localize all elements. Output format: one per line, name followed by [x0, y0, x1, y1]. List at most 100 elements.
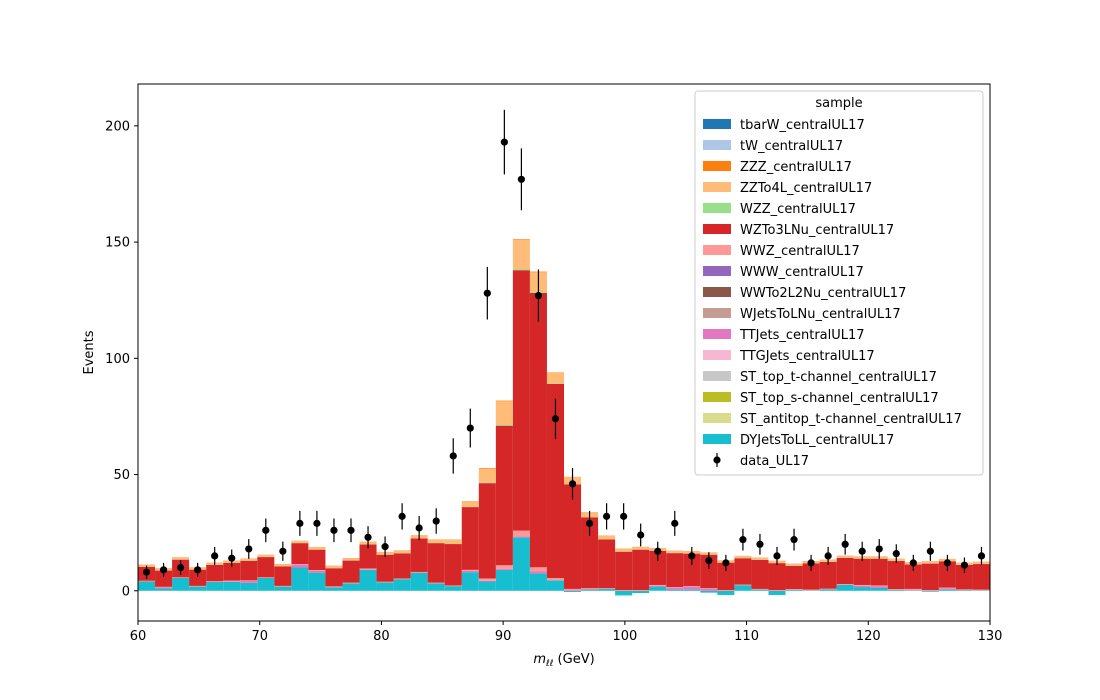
bar-WWZ_centralUL17-28 [615, 590, 633, 591]
bar-WZTo3LNu_centralUL17-3 [189, 569, 207, 586]
bar-WZTo3LNu_centralUL17-24 [546, 383, 564, 578]
bar-WWZ_centralUL17-24 [546, 577, 564, 581]
bar-WZTo3LNu_centralUL17-23 [529, 292, 547, 568]
bar-DYJetsToLL_centralUL17-16 [410, 572, 428, 591]
data-point-16 [415, 524, 423, 532]
bar-WWZ_centralUL17-43 [870, 585, 888, 587]
bar-WZZ_centralUL17-21 [495, 424, 513, 426]
y-axis-ticks: 0 50 100 150 200 [105, 119, 138, 599]
bar-WZTo3LNu_centralUL17-36 [751, 559, 769, 589]
legend-swatch-ST_top_t-channel_centralUL17 [703, 371, 731, 381]
legend-swatch-tW_centralUL17 [703, 140, 731, 150]
bar-WWZ_centralUL17-44 [887, 589, 905, 590]
data-point-48 [960, 561, 969, 569]
bar-TTJets_centralUL17-25 [564, 590, 582, 591]
bar-WZTo3LNu_centralUL17-46 [921, 563, 939, 591]
bar-TTJets_centralUL17-30 [649, 585, 667, 587]
legend-title: sample [815, 96, 862, 111]
bar-TTJets_centralUL17-47 [938, 588, 956, 590]
data-point-30 [654, 547, 662, 555]
bar-WZTo3LNu_centralUL17-12 [342, 560, 360, 583]
legend-label-WWZ_centralUL17: WWZ_centralUL17 [740, 244, 860, 259]
data-point-20 [483, 289, 491, 297]
bar-WWZ_centralUL17-29 [632, 590, 650, 591]
histogram-bars [138, 239, 990, 596]
bar-ZZTo4L_centralUL17-18 [444, 539, 462, 544]
bar-DYJetsToLL_centralUL17-0 [138, 581, 156, 591]
bar-DYJetsToLL_centralUL17-24 [546, 580, 564, 591]
data-point-22 [517, 175, 526, 183]
data-point-3 [194, 566, 202, 574]
bar-WZTo3LNu_centralUL17-42 [853, 558, 871, 585]
data-point-31 [671, 519, 679, 527]
legend-label-WWW_centralUL17: WWW_centralUL17 [740, 265, 864, 280]
bar-WZTo3LNu_centralUL17-30 [649, 550, 667, 585]
bar-WWZ_centralUL17-4 [206, 581, 224, 582]
data-point-0 [142, 568, 151, 576]
bar-ZZTo4L_centralUL17-29 [632, 547, 650, 550]
bar-WWZ_centralUL17-18 [444, 585, 462, 587]
x-axis-label-sub: ℓℓ [545, 659, 553, 669]
bar-ZZTo4L_centralUL17-19 [461, 501, 479, 507]
bar-ZZTo4L_centralUL17-36 [751, 557, 769, 560]
bar-WZTo3LNu_centralUL17-39 [802, 563, 820, 590]
data-point-41 [841, 540, 849, 548]
bar-DYJetsToLL_centralUL17-11 [325, 587, 343, 591]
x-tick-label-120: 120 [856, 629, 881, 644]
y-tick-label-200: 200 [105, 119, 130, 134]
data-point-32 [688, 552, 696, 560]
legend-label-data: data_UL17 [740, 454, 809, 469]
data-point-26 [585, 519, 594, 527]
legend-swatch-TTJets_centralUL17 [703, 329, 731, 339]
bar-DYJetsToLL_centralUL17-42 [853, 587, 871, 591]
bar-WZTo3LNu_centralUL17-41 [836, 558, 854, 585]
data-point-45 [909, 559, 917, 567]
bar-WZTo3LNu_centralUL17-19 [461, 507, 479, 570]
bar-WWZ_centralUL17-34 [717, 590, 735, 591]
bar-DYJetsToLL_centralUL17-20 [478, 581, 496, 591]
bar-WZTo3LNu_centralUL17-20 [478, 483, 496, 579]
bar-DYJetsToLL_centralUL17-27 [598, 588, 616, 591]
legend-swatch-TTGJets_centralUL17 [703, 350, 731, 360]
bar-WZTo3LNu_centralUL17-21 [495, 425, 513, 566]
bar-TTJets_centralUL17-10 [308, 570, 326, 573]
data-point-38 [790, 536, 798, 544]
bar-DYJetsToLL_centralUL17-44 [887, 589, 905, 591]
bar-WWZ_centralUL17-26 [581, 588, 599, 589]
bar-DYJetsToLL_centralUL17-46 [921, 590, 939, 592]
bar-WWZ_centralUL17-38 [785, 589, 803, 590]
bar-WWZ_centralUL17-48 [955, 589, 973, 591]
bar-WWZ_centralUL17-9 [291, 564, 309, 565]
data-point-25 [568, 480, 577, 488]
bar-DYJetsToLL_centralUL17-5 [223, 581, 241, 591]
legend-data-marker [713, 456, 721, 464]
bar-ZZTo4L_centralUL17-17 [427, 539, 445, 543]
bar-TTJets_centralUL17-43 [870, 586, 888, 588]
data-point-27 [603, 512, 611, 520]
x-axis-label-main: m [533, 652, 546, 667]
legend-swatch-ST_top_s-channel_centralUL17 [703, 392, 731, 402]
bar-WZZ_centralUL17-22 [512, 269, 530, 271]
bar-DYJetsToLL_centralUL17-9 [291, 567, 309, 591]
legend-swatch-WZZ_centralUL17 [703, 203, 731, 213]
bar-WWZ_centralUL17-15 [393, 578, 411, 580]
bar-DYJetsToLL_centralUL17-15 [393, 579, 411, 591]
bar-DYJetsToLL_centralUL17-35 [734, 585, 752, 591]
bar-TTJets_centralUL17-9 [291, 564, 309, 568]
bar-WZTo3LNu_centralUL17-13 [359, 544, 377, 569]
legend-label-ZZZ_centralUL17: ZZZ_centralUL17 [740, 160, 852, 175]
x-tick-label-110: 110 [734, 629, 759, 644]
bar-WZTo3LNu_centralUL17-5 [223, 562, 241, 581]
data-point-12 [347, 526, 355, 534]
legend-label-tbarW_centralUL17: tbarW_centralUL17 [740, 118, 865, 133]
bar-TTJets_centralUL17-42 [853, 585, 871, 588]
bar-WZTo3LNu_centralUL17-16 [410, 538, 428, 572]
bar-WZTo3LNu_centralUL17-9 [291, 543, 309, 565]
bar-ZZZ_centralUL17-22 [512, 239, 530, 240]
bar-WWZ_centralUL17-41 [836, 584, 854, 585]
legend-swatch-WZTo3LNu_centralUL17 [703, 224, 731, 234]
bar-WWZ_centralUL17-23 [529, 567, 547, 572]
data-point-2 [177, 563, 185, 572]
bar-WZTo3LNu_centralUL17-17 [427, 543, 445, 583]
